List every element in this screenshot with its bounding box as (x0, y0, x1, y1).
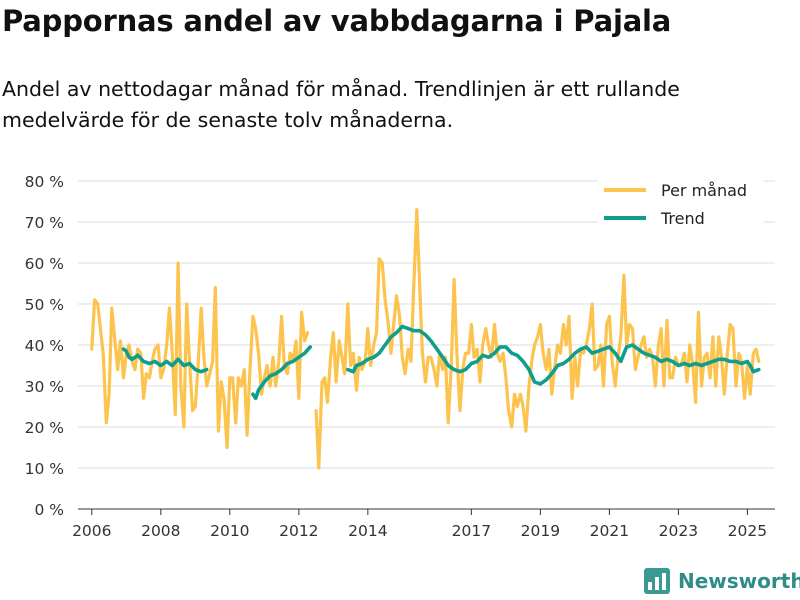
y-tick-label: 0 % (34, 501, 64, 519)
newsworthy-logo: Newsworthy (644, 568, 800, 594)
chart-title: Pappornas andel av vabbdagarna i Pajala (2, 4, 672, 38)
series-line-trend-segment-2 (251, 345, 312, 401)
y-tick-label: 60 % (25, 255, 64, 273)
series-line-per-manad-segment-2 (314, 208, 761, 470)
x-tick-label: 2012 (279, 522, 318, 540)
x-tick-label: 2019 (521, 522, 560, 540)
legend-box (598, 174, 764, 236)
legend-label-per-manad: Per månad (661, 181, 747, 200)
x-tick-label: 2008 (141, 522, 180, 540)
series-line-trend-segment-3 (346, 324, 761, 386)
y-tick-label: 20 % (25, 419, 64, 437)
newsworthy-brand-name: Newsworthy (678, 569, 800, 593)
series-line-per-manad-segment-1 (90, 261, 310, 450)
x-tick-label: 2017 (452, 522, 491, 540)
y-tick-label: 70 % (25, 214, 64, 232)
y-tick-label: 40 % (25, 337, 64, 355)
legend-label-trend: Trend (660, 209, 705, 228)
newsworthy-chart-icon (644, 568, 670, 594)
x-tick-label: 2006 (72, 522, 111, 540)
series-line-trend-segment-1 (121, 347, 209, 374)
chart-subtitle: Andel av nettodagar månad för månad. Tre… (2, 77, 680, 132)
x-tick-label: 2014 (348, 522, 387, 540)
y-tick-label: 50 % (25, 296, 64, 314)
x-tick-label: 2021 (590, 522, 629, 540)
x-tick-label: 2025 (728, 522, 767, 540)
y-tick-label: 80 % (25, 173, 64, 191)
x-tick-label: 2010 (210, 522, 249, 540)
y-tick-label: 10 % (25, 460, 64, 478)
y-tick-label: 30 % (25, 378, 64, 396)
x-tick-label: 2023 (659, 522, 698, 540)
line-chart: 0 % 10 % 20 % 30 % 40 % 50 % 60 % 70 % 80 % 2006 2… (25, 173, 775, 540)
